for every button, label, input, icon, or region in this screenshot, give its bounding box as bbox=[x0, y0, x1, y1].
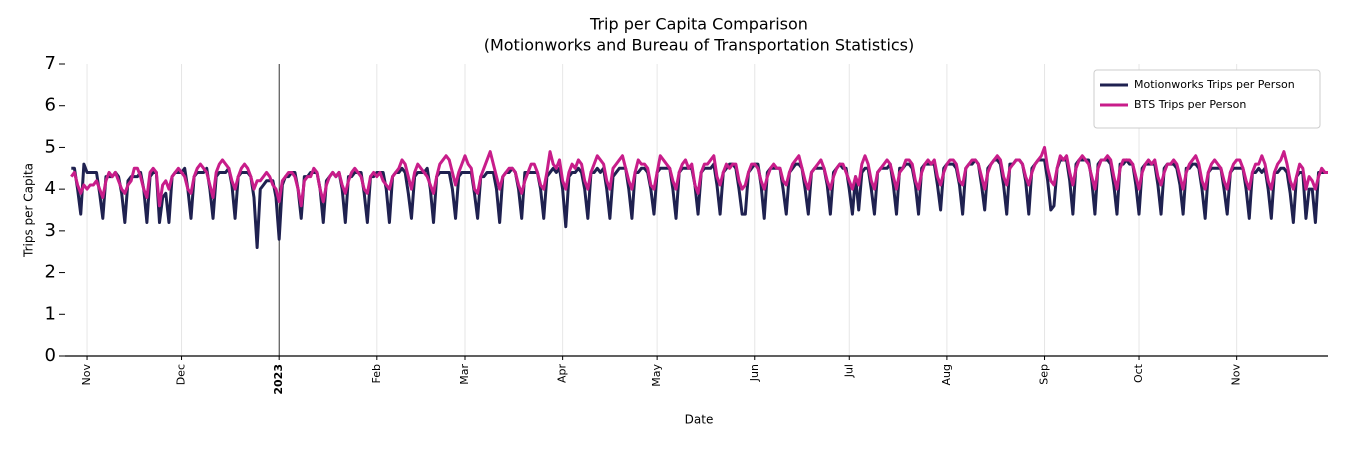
y-tick-label: 2 bbox=[45, 262, 56, 283]
y-axis-label: Trips per Capita bbox=[22, 163, 36, 258]
y-tick-label: 6 bbox=[45, 95, 56, 116]
legend-box bbox=[1093, 69, 1321, 129]
y-tick-label: 4 bbox=[45, 178, 56, 199]
x-tick-label: Nov bbox=[80, 364, 93, 386]
y-tick-label: 0 bbox=[45, 345, 56, 366]
x-tick-label: Dec bbox=[175, 364, 188, 385]
x-tick-label: Nov bbox=[1230, 364, 1243, 386]
chart-title: Trip per Capita Comparison bbox=[589, 15, 808, 34]
y-tick-label: 7 bbox=[45, 53, 56, 74]
legend-label: Motionworks Trips per Person bbox=[1134, 78, 1295, 91]
x-tick-label: May bbox=[650, 364, 663, 387]
x-tick-label: Oct bbox=[1132, 363, 1145, 383]
x-tick-label: Mar bbox=[458, 364, 471, 385]
x-tick-label: Jun bbox=[748, 364, 761, 382]
legend-label: BTS Trips per Person bbox=[1134, 98, 1246, 111]
chart-subtitle: (Motionworks and Bureau of Transportatio… bbox=[484, 36, 915, 55]
x-tick-label: Apr bbox=[556, 364, 569, 384]
x-tick-label: Feb bbox=[370, 364, 383, 383]
x-tick-label: Aug bbox=[940, 364, 953, 385]
y-tick-label: 5 bbox=[45, 136, 56, 157]
x-tick-label: Jul bbox=[842, 364, 855, 378]
series-line bbox=[71, 158, 1328, 250]
x-tick-label: 2023 bbox=[272, 364, 285, 395]
y-tick-label: 3 bbox=[45, 220, 56, 241]
series-line bbox=[70, 145, 1328, 208]
y-tick-label: 1 bbox=[45, 303, 56, 324]
x-tick-label: Sep bbox=[1038, 364, 1051, 385]
x-axis-label: Date bbox=[685, 413, 714, 427]
